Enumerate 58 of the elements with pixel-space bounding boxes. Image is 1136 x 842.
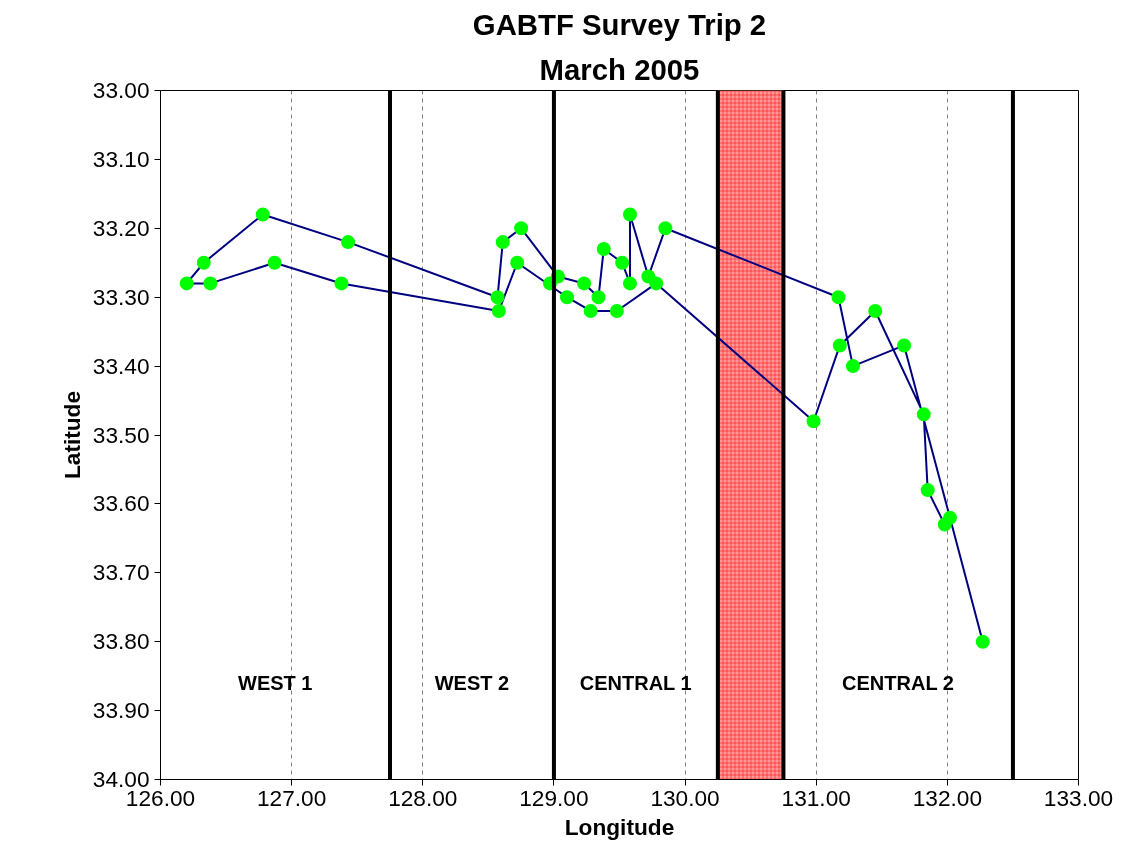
point (596, 241, 611, 256)
point (255, 207, 270, 222)
point (203, 276, 218, 291)
annotation: WEST 2 (434, 672, 510, 695)
annotation: WEST 1 (238, 672, 313, 695)
point (868, 303, 883, 318)
point (622, 207, 637, 222)
point (267, 255, 282, 270)
y-tick-label: 33.50 (92, 421, 150, 448)
y-tick-label: 33.20 (92, 214, 150, 241)
point (514, 221, 529, 236)
y-tick-label: 33.70 (92, 559, 150, 586)
point (920, 483, 935, 498)
point (806, 414, 821, 429)
x-tick-label: 130.00 (650, 784, 720, 811)
point (845, 359, 860, 374)
annotation: CENTRAL 2 (842, 672, 954, 695)
y-tick-label: 33.60 (92, 490, 150, 517)
point (942, 510, 957, 525)
point (609, 303, 624, 318)
x-tick-label: 127.00 (256, 784, 327, 811)
point (649, 276, 664, 291)
point (577, 276, 592, 291)
point (975, 634, 990, 649)
y-axis-title: Latitude (58, 390, 85, 480)
point (583, 303, 598, 318)
y-tick-label: 33.10 (92, 145, 150, 172)
y-tick-label: 33.30 (92, 283, 150, 310)
point (490, 290, 505, 305)
point (622, 276, 637, 291)
x-tick-label: 131.00 (781, 784, 851, 811)
chart-subtitle: March 2005 (539, 52, 700, 86)
point (897, 338, 912, 353)
point (916, 407, 931, 422)
point (658, 221, 673, 236)
point (495, 235, 510, 250)
point (510, 255, 525, 270)
point (560, 290, 575, 305)
point (615, 255, 630, 270)
x-axis-title: Longitude (564, 813, 675, 840)
y-tick-label: 33.90 (92, 697, 150, 724)
point (196, 255, 211, 270)
x-tick-label: 132.00 (912, 784, 983, 811)
y-tick-label: 33.00 (92, 77, 150, 103)
point (334, 276, 349, 291)
x-tick-label: 133.00 (1043, 784, 1114, 811)
x-tick-label: 128.00 (388, 784, 458, 811)
point (831, 290, 846, 305)
point (832, 338, 847, 353)
point (591, 290, 606, 305)
point (491, 303, 506, 318)
annotation: CENTRAL 1 (579, 672, 692, 695)
y-tick-label: 33.40 (92, 352, 150, 379)
point (179, 276, 194, 291)
x-tick-label: 129.00 (519, 784, 589, 811)
chart-title: GABTF Survey Trip 2 (472, 7, 767, 41)
point (341, 235, 356, 250)
y-tick-label: 33.80 (92, 628, 150, 655)
